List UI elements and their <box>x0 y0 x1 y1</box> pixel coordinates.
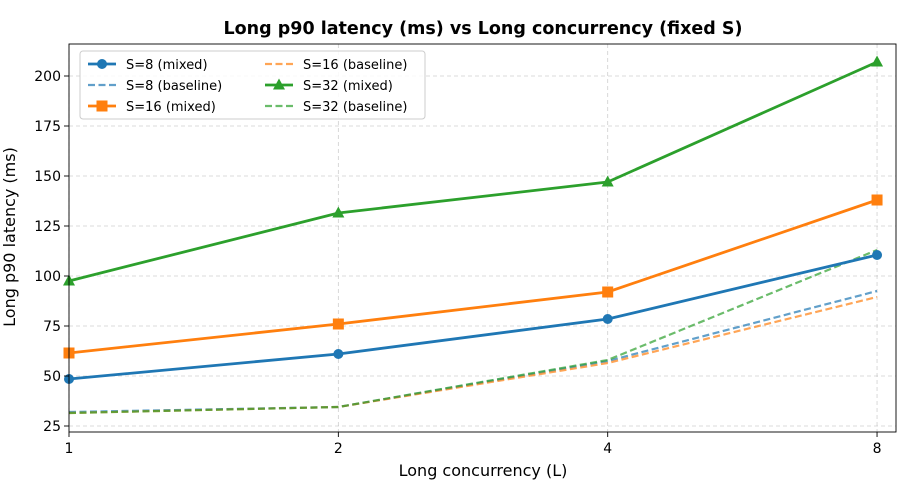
y-tick-label: 50 <box>43 369 61 385</box>
series-line-s-32-baseline <box>68 248 878 415</box>
series-s-8-mixed <box>64 250 883 384</box>
data-point <box>601 175 614 187</box>
y-tick-label: 100 <box>34 269 61 285</box>
series-s-32-baseline <box>68 248 878 415</box>
legend-entry: S=8 (mixed) <box>88 58 208 73</box>
legend-marker <box>97 59 107 69</box>
legend-entry: S=32 (baseline) <box>265 100 407 115</box>
legend-marker <box>96 100 108 112</box>
y-tick-label: 175 <box>34 119 61 135</box>
axis-ticks: 1 2 4 8 25 50 75 100 125 150 175 200 <box>34 69 881 457</box>
data-point <box>333 349 344 359</box>
legend-label: S=8 (mixed) <box>126 58 208 73</box>
x-tick-label: 4 <box>603 441 612 457</box>
y-tick-label: 75 <box>43 319 61 335</box>
series-line-s-16-baseline <box>68 295 878 415</box>
chart-title: Long p90 latency (ms) vs Long concurrenc… <box>223 19 742 39</box>
series-line-s-16-mixed <box>68 198 878 355</box>
x-axis-label: Long concurrency (L) <box>399 461 568 480</box>
legend-label: S=32 (baseline) <box>303 100 407 115</box>
legend-entry: S=16 (mixed) <box>88 100 216 115</box>
plot-area-frame <box>68 43 897 433</box>
y-tick-label: 25 <box>43 419 61 435</box>
x-tick-label: 2 <box>334 441 343 457</box>
legend-label: S=16 (mixed) <box>126 100 216 115</box>
data-point <box>871 194 883 206</box>
legend-label: S=16 (baseline) <box>303 58 407 73</box>
legend-entry: S=32 (mixed) <box>265 78 393 94</box>
data-point <box>332 206 345 218</box>
y-tick-label: 125 <box>34 219 61 235</box>
x-tick-label: 8 <box>873 441 882 457</box>
legend-marker <box>273 78 285 90</box>
legend-entry: S=16 (baseline) <box>265 58 407 73</box>
data-point <box>872 250 883 260</box>
legend-label: S=32 (mixed) <box>303 79 393 94</box>
legend: S=8 (mixed) S=8 (baseline) S=16 (mixed) S=1… <box>79 50 426 120</box>
series-s-16-baseline <box>68 295 878 415</box>
data-point <box>602 286 614 298</box>
x-tick-label: 1 <box>65 441 74 457</box>
y-tick-label: 200 <box>34 69 61 85</box>
y-tick-label: 150 <box>34 169 61 185</box>
series-line-s-8-mixed <box>68 253 878 381</box>
y-axis-label: Long p90 latency (ms) <box>0 147 19 327</box>
data-point <box>602 314 613 324</box>
series-s-16-mixed <box>63 194 883 359</box>
series-line-s-32-mixed <box>68 60 878 283</box>
legend-label: S=8 (baseline) <box>126 79 222 94</box>
data-point <box>871 55 884 67</box>
data-point <box>332 318 344 330</box>
series-s-32-mixed <box>63 55 884 286</box>
legend-box <box>79 50 426 120</box>
legend-entry: S=8 (baseline) <box>88 79 222 94</box>
